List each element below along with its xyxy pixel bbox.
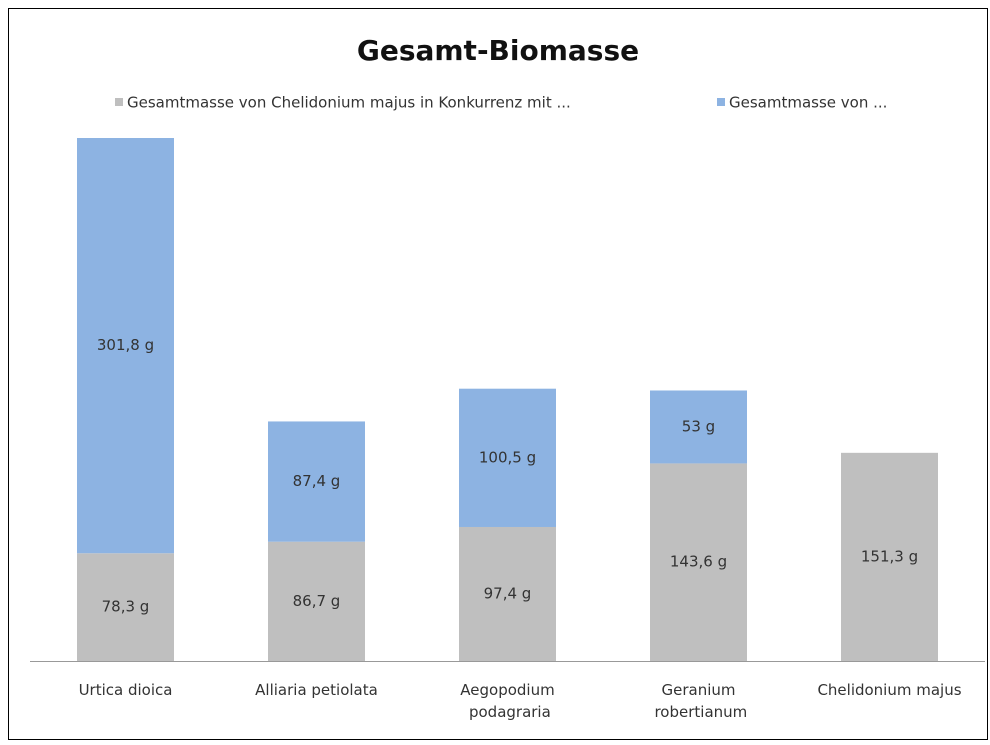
value-label: 86,7 g (293, 592, 341, 610)
value-label: 97,4 g (484, 584, 532, 602)
legend-swatch (717, 98, 725, 106)
bar-segment (459, 526, 556, 661)
legend-label: Gesamtmasse von Chelidonium majus in Kon… (127, 94, 571, 112)
bar-segment (841, 452, 938, 661)
value-label: 78,3 g (102, 598, 150, 616)
legend-swatch (115, 98, 123, 106)
x-tick-label: Urtica dioica (79, 681, 173, 699)
bar-segment (268, 421, 365, 542)
value-label: 301,8 g (97, 336, 154, 354)
x-tick-label: Geranium robertianum (650, 681, 748, 721)
chart-title: Gesamt-Biomasse (357, 34, 639, 67)
value-label: 87,4 g (293, 472, 341, 490)
value-label: 53 g (682, 417, 715, 435)
bar-segment (77, 553, 174, 661)
x-tick-label: Chelidonium majus (817, 681, 961, 699)
x-tick-label: Aegopodium podagraria (460, 681, 554, 721)
bar-segment (77, 138, 174, 554)
value-label: 100,5 g (479, 448, 536, 466)
bar-segment (650, 463, 747, 661)
value-label: 143,6 g (670, 553, 727, 571)
value-label: 151,3 g (861, 547, 918, 565)
legend-label: Gesamtmasse von ... (729, 94, 887, 112)
x-tick-label: Alliaria petiolata (255, 681, 378, 699)
bar-segment (459, 388, 556, 527)
bar-segment (268, 541, 365, 661)
bar-segment (650, 390, 747, 464)
